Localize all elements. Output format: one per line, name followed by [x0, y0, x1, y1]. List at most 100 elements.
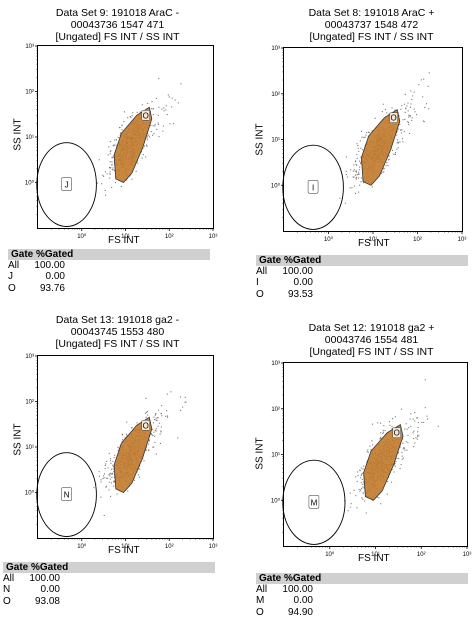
event-dot	[105, 194, 107, 196]
event-dot	[403, 447, 405, 449]
stats-row: All 100.00	[256, 266, 468, 277]
gate-o-polygon	[113, 106, 153, 183]
event-dot	[112, 464, 114, 466]
event-dot	[358, 169, 360, 171]
event-dot	[413, 108, 415, 110]
event-dot	[101, 183, 103, 185]
gate-o-polygon	[113, 416, 153, 493]
event-dot	[120, 186, 122, 188]
stats-header: Gate %Gated	[3, 562, 215, 573]
event-dot	[399, 446, 401, 448]
event-dot	[156, 420, 158, 422]
event-dot	[152, 125, 154, 127]
event-dot	[356, 174, 358, 176]
event-dot	[180, 409, 182, 411]
stats-row: All 100.00	[3, 573, 215, 584]
event-dot	[387, 164, 389, 166]
event-dot	[391, 481, 393, 483]
event-dot	[395, 461, 397, 463]
event-dot	[413, 430, 415, 432]
event-dot	[418, 435, 420, 437]
event-dot	[103, 175, 105, 177]
event-dot	[402, 141, 404, 143]
event-dot	[114, 144, 116, 146]
event-dot	[149, 136, 151, 138]
event-dot	[417, 436, 419, 438]
event-dot	[113, 481, 115, 483]
event-dot	[108, 146, 110, 148]
event-dot	[406, 449, 408, 451]
event-dot	[142, 147, 144, 149]
event-dot	[414, 442, 416, 444]
event-dot	[167, 416, 169, 418]
event-dot	[148, 450, 150, 452]
event-dot	[105, 485, 107, 487]
event-dot	[401, 138, 403, 140]
event-dot	[350, 503, 352, 505]
event-dot	[110, 495, 112, 497]
event-dot	[404, 103, 406, 105]
event-dot	[427, 85, 429, 87]
stats-row: I 0.00	[256, 277, 468, 288]
event-dot	[129, 116, 131, 118]
event-dot	[167, 94, 169, 96]
event-dot	[367, 451, 369, 453]
event-dot	[112, 169, 114, 171]
event-dot	[130, 117, 132, 119]
event-dot	[355, 160, 357, 162]
event-dot	[362, 149, 364, 151]
event-dot	[142, 154, 144, 156]
event-dot	[360, 147, 362, 149]
y-tick-label: 10³	[271, 361, 280, 367]
event-dot	[405, 108, 407, 110]
event-dot	[117, 447, 119, 449]
title-line-3: [Ungated] FS INT / SS INT	[309, 31, 434, 43]
event-dot	[393, 464, 395, 466]
event-dot	[382, 431, 384, 433]
event-dot	[360, 156, 362, 158]
event-dot	[163, 107, 165, 109]
title-line-1: Data Set 12: 191018 ga2 +	[308, 322, 435, 334]
event-dot	[152, 107, 154, 109]
title-line-3: [Ungated] FS INT / SS INT	[55, 31, 180, 43]
event-dot	[126, 435, 128, 437]
event-dot	[414, 412, 416, 414]
event-dot	[405, 441, 407, 443]
event-dot	[104, 171, 106, 173]
event-dot	[382, 429, 384, 431]
event-dot	[110, 462, 112, 464]
event-dot	[380, 437, 382, 439]
stats-value: 100.00	[34, 260, 65, 271]
event-dot	[121, 124, 123, 126]
event-dot	[356, 164, 358, 166]
event-dot	[360, 162, 362, 164]
event-dot	[123, 111, 125, 113]
event-dot	[356, 480, 358, 482]
event-dot	[161, 415, 163, 417]
event-dot	[152, 422, 154, 424]
gate-o-label-box	[389, 112, 398, 123]
event-dot	[380, 503, 382, 505]
event-dot	[165, 105, 167, 107]
event-dot	[413, 438, 415, 440]
event-dot	[127, 117, 129, 119]
event-dot	[356, 176, 358, 178]
event-dot	[112, 156, 114, 158]
event-dot	[393, 471, 395, 473]
event-dot	[153, 416, 155, 418]
event-dot	[171, 106, 173, 108]
event-dot	[396, 142, 398, 144]
event-dot	[150, 433, 152, 435]
event-dot	[382, 103, 384, 105]
event-dot	[427, 418, 429, 420]
event-dot	[412, 432, 414, 434]
event-dot	[146, 137, 148, 139]
title-line-2: 00043736 1547 471	[70, 19, 165, 31]
event-dot	[404, 93, 406, 95]
event-dot	[360, 181, 362, 183]
event-dot	[145, 448, 147, 450]
event-dot	[407, 442, 409, 444]
event-dot	[397, 147, 399, 149]
event-dot	[416, 417, 418, 419]
panel-title: Data Set 12: 191018 ga2 + 00043746 1554 …	[294, 322, 449, 358]
